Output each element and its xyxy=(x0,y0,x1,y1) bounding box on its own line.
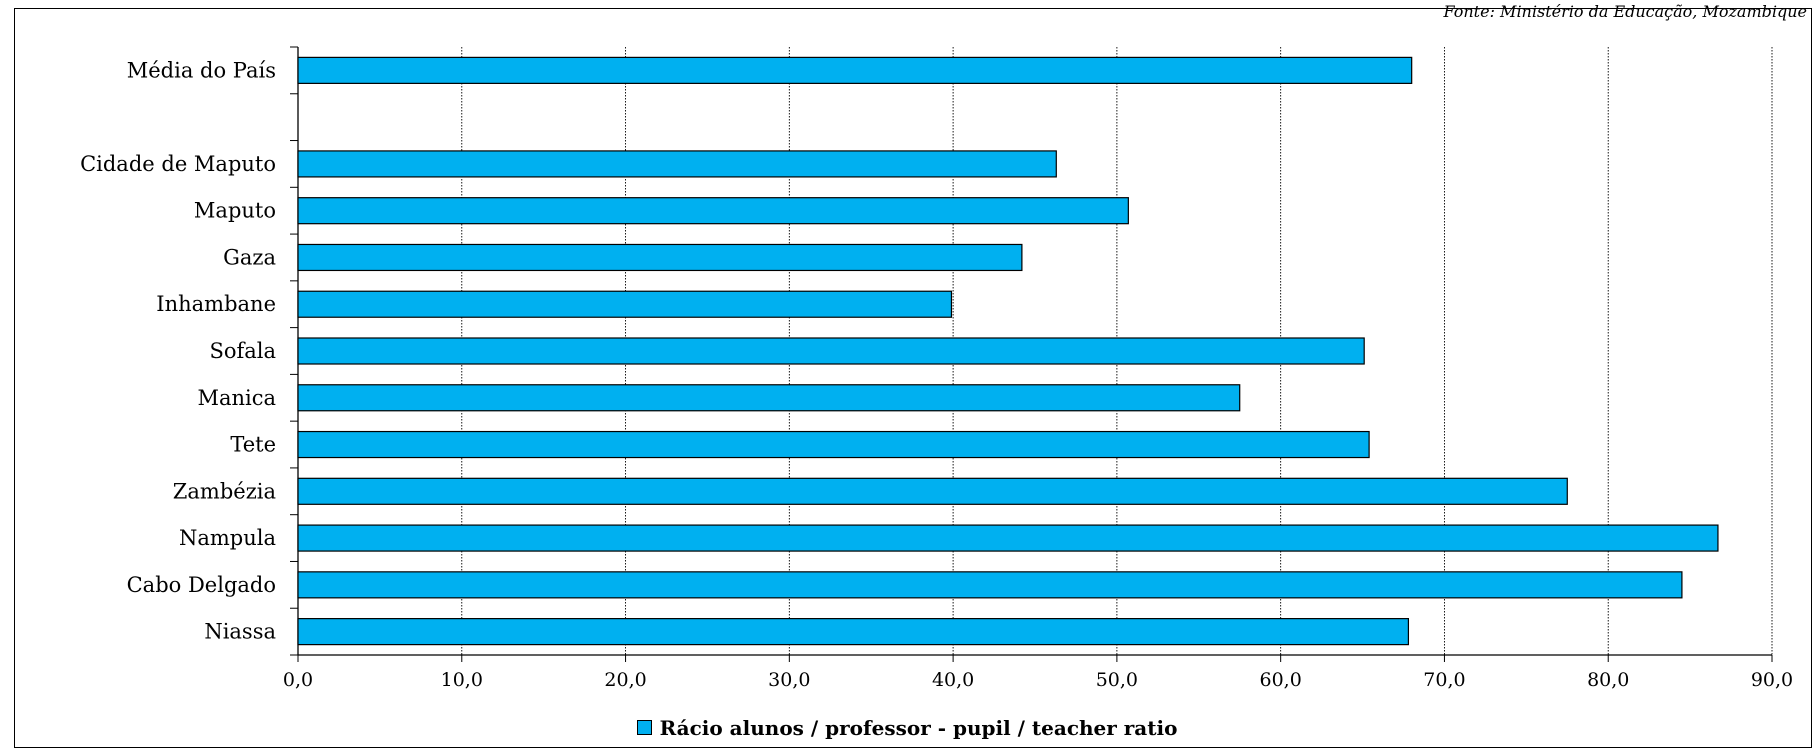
source-note: Fonte: Ministério da Educação, Mozambiqu… xyxy=(1443,2,1807,21)
bar xyxy=(297,197,1129,225)
x-tick-label: 70,0 xyxy=(1423,669,1465,691)
category-label: Cidade de Maputo xyxy=(80,152,276,176)
bar xyxy=(297,477,1568,505)
bar xyxy=(297,290,953,318)
category-label: Zambézia xyxy=(173,479,276,503)
x-tick-label: 50,0 xyxy=(1096,669,1138,691)
category-label: Manica xyxy=(197,386,276,410)
x-tick-label: 20,0 xyxy=(604,669,646,691)
x-tick-label: 60,0 xyxy=(1260,669,1302,691)
category-label: Gaza xyxy=(223,245,276,269)
bar xyxy=(297,571,1683,599)
category-label: Sofala xyxy=(209,339,276,363)
category-label: Maputo xyxy=(194,199,276,223)
x-tick-label: 30,0 xyxy=(768,669,810,691)
legend-label: Rácio alunos / professor - pupil / teach… xyxy=(659,716,1178,740)
x-tick-label: 80,0 xyxy=(1587,669,1629,691)
legend-swatch xyxy=(636,720,652,735)
bar xyxy=(297,618,1410,646)
x-tick-label: 10,0 xyxy=(441,669,483,691)
bar xyxy=(297,337,1365,365)
x-tick-label: 0,0 xyxy=(283,669,313,691)
x-tick-label: 40,0 xyxy=(932,669,974,691)
legend: Rácio alunos / professor - pupil / teach… xyxy=(0,716,1814,740)
category-label: Média do País xyxy=(127,58,276,82)
bar xyxy=(297,430,1370,459)
bar xyxy=(297,56,1413,84)
bar xyxy=(297,243,1023,272)
chart-frame: Fonte: Ministério da Educação, Mozambiqu… xyxy=(14,2,1812,748)
bar xyxy=(297,384,1241,412)
category-label: Tete xyxy=(230,433,276,457)
bar xyxy=(297,524,1719,552)
x-tick-label: 90,0 xyxy=(1751,669,1793,691)
category-label: Inhambane xyxy=(156,292,276,316)
bar xyxy=(297,150,1057,178)
category-label: Cabo Delgado xyxy=(127,573,276,597)
category-label: Niassa xyxy=(204,620,276,644)
category-label: Nampula xyxy=(179,526,276,550)
